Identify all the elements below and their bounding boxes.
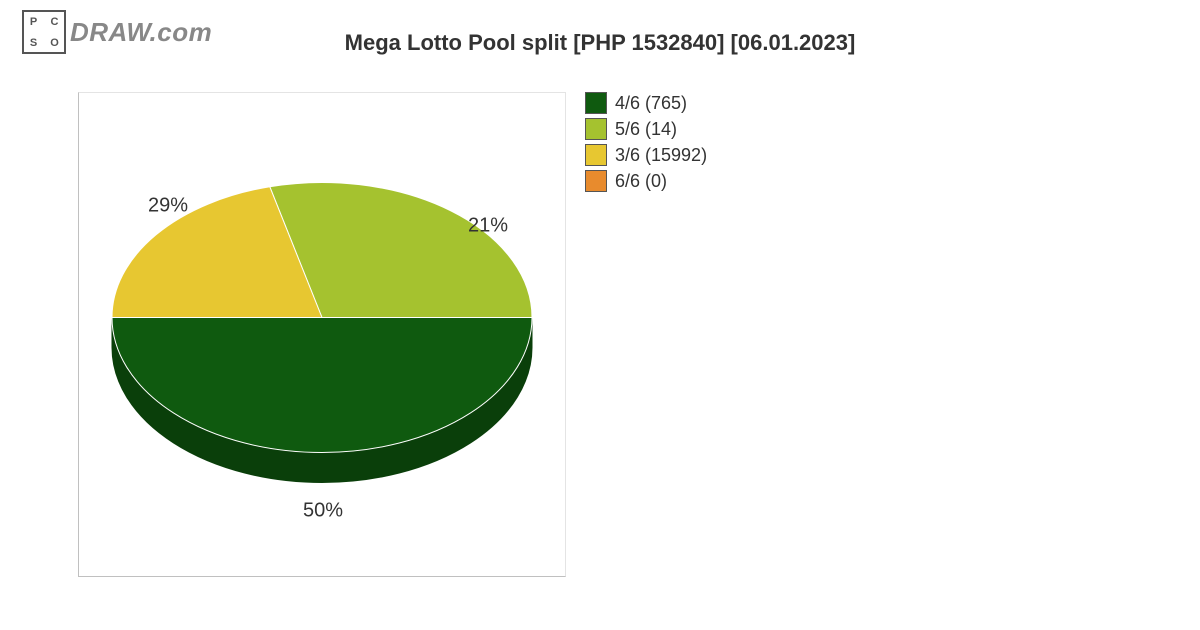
legend-item: 4/6 (765) bbox=[585, 92, 707, 114]
legend-item: 5/6 (14) bbox=[585, 118, 707, 140]
slice-percent-label: 29% bbox=[148, 194, 188, 217]
legend-item: 3/6 (15992) bbox=[585, 144, 707, 166]
page: { "logo": { "cells": ["P", "C", "S", "O"… bbox=[0, 0, 1200, 630]
logo-cell: C bbox=[45, 12, 64, 31]
legend-swatch bbox=[585, 118, 607, 140]
legend-label: 3/6 (15992) bbox=[615, 145, 707, 166]
chart-legend: 4/6 (765) 5/6 (14) 3/6 (15992) 6/6 (0) bbox=[585, 92, 707, 196]
slice-percent-label: 21% bbox=[468, 214, 508, 237]
legend-item: 6/6 (0) bbox=[585, 170, 707, 192]
legend-swatch bbox=[585, 92, 607, 114]
legend-label: 6/6 (0) bbox=[615, 171, 667, 192]
legend-swatch bbox=[585, 144, 607, 166]
slice-percent-label: 50% bbox=[303, 499, 343, 522]
legend-swatch bbox=[585, 170, 607, 192]
logo-cell: P bbox=[24, 12, 43, 31]
chart-title: Mega Lotto Pool split [PHP 1532840] [06.… bbox=[0, 30, 1200, 56]
legend-label: 4/6 (765) bbox=[615, 93, 687, 114]
chart-plot-area: 50% 29% 21% bbox=[78, 92, 566, 577]
legend-label: 5/6 (14) bbox=[615, 119, 677, 140]
